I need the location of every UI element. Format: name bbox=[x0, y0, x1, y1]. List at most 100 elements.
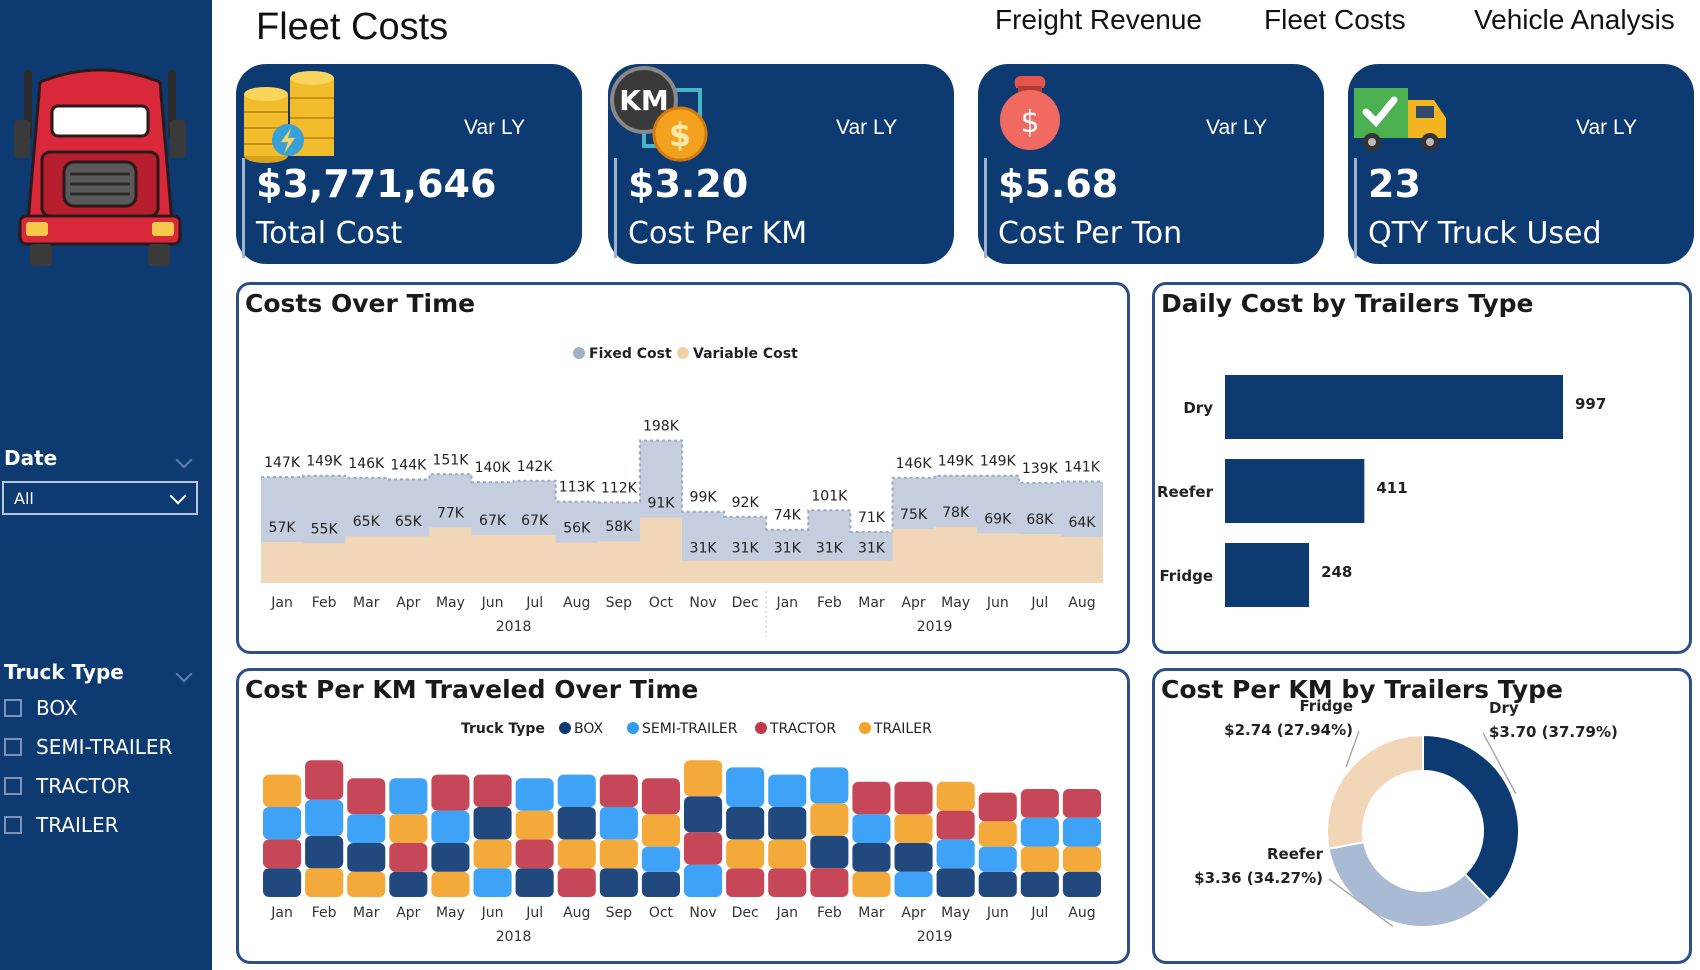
ribbon-segment-trailer[interactable] bbox=[347, 871, 386, 897]
ribbon-segment-trailer[interactable] bbox=[557, 839, 596, 869]
checkbox[interactable] bbox=[4, 816, 22, 834]
filter-option-tractor[interactable]: TRACTOR bbox=[4, 771, 130, 801]
date-select[interactable]: All bbox=[2, 481, 198, 515]
ribbon-segment-semi-trailer[interactable] bbox=[894, 871, 933, 897]
ribbon-segment-tractor[interactable] bbox=[768, 868, 807, 897]
ribbon-segment-semi-trailer[interactable] bbox=[389, 778, 428, 815]
ribbon-segment-semi-trailer[interactable] bbox=[305, 799, 344, 836]
ribbon-segment-box[interactable] bbox=[1020, 871, 1059, 897]
ribbon-segment-tractor[interactable] bbox=[305, 760, 344, 800]
nav-freight-revenue[interactable]: Freight Revenue bbox=[995, 4, 1203, 35]
donut-slice-fridge[interactable] bbox=[1326, 733, 1424, 850]
ribbon-segment-semi-trailer[interactable] bbox=[1020, 817, 1059, 847]
ribbon-segment-semi-trailer[interactable] bbox=[347, 814, 386, 843]
ribbon-segment-trailer[interactable] bbox=[389, 814, 428, 843]
ribbon-segment-tractor[interactable] bbox=[641, 778, 680, 815]
donut-slice-reefer[interactable] bbox=[1327, 840, 1492, 928]
ribbon-segment-box[interactable] bbox=[726, 807, 765, 840]
ribbon-segment-tractor[interactable] bbox=[557, 868, 596, 897]
ribbon-segment-box[interactable] bbox=[389, 871, 428, 897]
ribbon-segment-box[interactable] bbox=[641, 871, 680, 897]
ribbon-segment-trailer[interactable] bbox=[852, 871, 891, 897]
ribbon-segment-box[interactable] bbox=[263, 868, 302, 897]
ribbon-segment-box[interactable] bbox=[557, 807, 596, 840]
bar-dry[interactable] bbox=[1225, 375, 1563, 439]
ribbon-segment-semi-trailer[interactable] bbox=[431, 810, 470, 843]
ribbon-segment-box[interactable] bbox=[936, 868, 975, 897]
ribbon-segment-box[interactable] bbox=[684, 796, 723, 833]
ribbon-segment-trailer[interactable] bbox=[473, 839, 512, 869]
ribbon-segment-tractor[interactable] bbox=[852, 781, 891, 815]
ribbon-segment-box[interactable] bbox=[1062, 871, 1101, 897]
ribbon-segment-semi-trailer[interactable] bbox=[557, 774, 596, 807]
bar-fridge[interactable] bbox=[1225, 543, 1310, 607]
ribbon-segment-tractor[interactable] bbox=[389, 843, 428, 872]
ribbon-segment-trailer[interactable] bbox=[305, 868, 344, 897]
ribbon-segment-tractor[interactable] bbox=[726, 868, 765, 897]
ribbon-segment-semi-trailer[interactable] bbox=[473, 868, 512, 897]
filter-option-box[interactable]: BOX bbox=[4, 693, 78, 723]
checkbox[interactable] bbox=[4, 738, 22, 756]
ribbon-segment-tractor[interactable] bbox=[978, 792, 1017, 822]
ribbon-segment-box[interactable] bbox=[431, 843, 470, 872]
checkbox[interactable] bbox=[4, 699, 22, 717]
ribbon-segment-trailer[interactable] bbox=[768, 839, 807, 869]
ribbon-segment-trailer[interactable] bbox=[431, 871, 470, 897]
ribbon-segment-trailer[interactable] bbox=[726, 839, 765, 869]
ribbon-segment-tractor[interactable] bbox=[684, 832, 723, 865]
ribbon-segment-tractor[interactable] bbox=[431, 774, 470, 811]
ribbon-segment-box[interactable] bbox=[599, 868, 638, 897]
chevron-down-icon[interactable] bbox=[175, 451, 193, 469]
ribbon-segment-box[interactable] bbox=[473, 807, 512, 840]
ribbon-segment-trailer[interactable] bbox=[978, 821, 1017, 847]
ribbon-segment-semi-trailer[interactable] bbox=[936, 839, 975, 869]
ribbon-segment-box[interactable] bbox=[515, 868, 554, 897]
ribbon-segment-semi-trailer[interactable] bbox=[599, 807, 638, 840]
nav-vehicle-analysis[interactable]: Vehicle Analysis bbox=[1474, 4, 1675, 35]
chevron-down-icon[interactable] bbox=[175, 665, 193, 683]
ribbon-segment-tractor[interactable] bbox=[894, 781, 933, 815]
ribbon-segment-box[interactable] bbox=[768, 807, 807, 840]
ribbon-segment-semi-trailer[interactable] bbox=[852, 814, 891, 843]
ribbon-segment-trailer[interactable] bbox=[1062, 846, 1101, 872]
ribbon-segment-semi-trailer[interactable] bbox=[1062, 817, 1101, 847]
ribbon-segment-semi-trailer[interactable] bbox=[726, 767, 765, 807]
ribbon-segment-tractor[interactable] bbox=[473, 774, 512, 807]
ribbon-segment-box[interactable] bbox=[810, 835, 849, 869]
ribbon-segment-tractor[interactable] bbox=[1062, 789, 1101, 818]
ribbon-segment-semi-trailer[interactable] bbox=[684, 864, 723, 897]
ribbon-segment-tractor[interactable] bbox=[347, 778, 386, 815]
ribbon-segment-trailer[interactable] bbox=[1020, 846, 1059, 872]
nav-fleet-costs[interactable]: Fleet Costs bbox=[1264, 4, 1406, 35]
ribbon-segment-trailer[interactable] bbox=[810, 803, 849, 836]
ribbon-segment-tractor[interactable] bbox=[810, 868, 849, 897]
ribbon-segment-tractor[interactable] bbox=[515, 839, 554, 869]
bar-reefer[interactable] bbox=[1225, 459, 1365, 523]
ribbon-segment-semi-trailer[interactable] bbox=[515, 778, 554, 811]
ribbon-segment-trailer[interactable] bbox=[684, 760, 723, 797]
ribbon-segment-box[interactable] bbox=[978, 871, 1017, 897]
filter-option-semi-trailer[interactable]: SEMI-TRAILER bbox=[4, 732, 172, 762]
ribbon-segment-box[interactable] bbox=[894, 843, 933, 872]
ribbon-segment-box[interactable] bbox=[852, 843, 891, 872]
ribbon-segment-semi-trailer[interactable] bbox=[768, 774, 807, 807]
ribbon-segment-tractor[interactable] bbox=[599, 774, 638, 807]
ribbon-segment-semi-trailer[interactable] bbox=[641, 846, 680, 872]
ribbon-segment-semi-trailer[interactable] bbox=[263, 807, 302, 840]
ribbon-segment-trailer[interactable] bbox=[641, 814, 680, 847]
ribbon-segment-box[interactable] bbox=[305, 835, 344, 869]
ribbon-segment-trailer[interactable] bbox=[263, 774, 302, 807]
ribbon-segment-trailer[interactable] bbox=[936, 781, 975, 811]
ribbon-segment-semi-trailer[interactable] bbox=[810, 767, 849, 804]
ribbon-segment-semi-trailer[interactable] bbox=[978, 846, 1017, 872]
ribbon-segment-trailer[interactable] bbox=[599, 839, 638, 869]
ribbon-segment-trailer[interactable] bbox=[894, 814, 933, 843]
ribbon-segment-box[interactable] bbox=[347, 843, 386, 872]
donut-slice-dry[interactable] bbox=[1422, 733, 1520, 902]
ribbon-segment-tractor[interactable] bbox=[936, 810, 975, 840]
checkbox[interactable] bbox=[4, 777, 22, 795]
ribbon-segment-tractor[interactable] bbox=[263, 839, 302, 869]
ribbon-segment-tractor[interactable] bbox=[1020, 789, 1059, 818]
filter-option-trailer[interactable]: TRAILER bbox=[4, 810, 119, 840]
ribbon-segment-trailer[interactable] bbox=[515, 810, 554, 840]
